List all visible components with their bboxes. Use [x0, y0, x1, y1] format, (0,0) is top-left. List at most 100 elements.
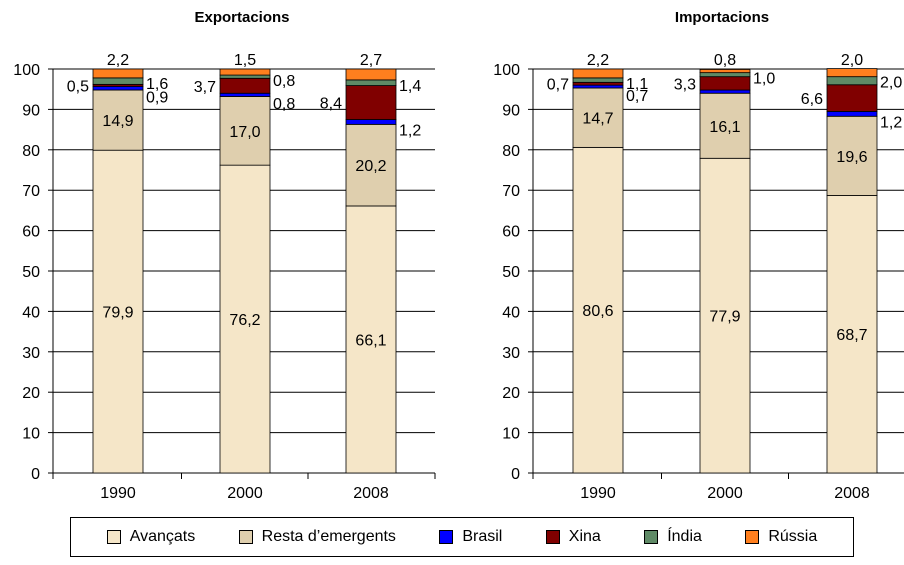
y-tick-label: 90 [22, 102, 40, 119]
bar-segment-xina-2008 [345, 85, 397, 120]
data-label-russia-2000: 1,5 [234, 52, 256, 69]
bar-segment-brasil-2008 [345, 119, 397, 125]
data-label-resta-d-emergents-1990: 14,9 [102, 113, 133, 130]
data-label-xina-2000: 3,7 [194, 79, 216, 96]
data-label-resta-d-emergents-2008: 20,2 [355, 158, 386, 175]
bar-segment-russia-1990 [572, 68, 624, 79]
chart-title: Exportacions [194, 9, 289, 26]
y-tick-label: 10 [502, 426, 520, 443]
x-tick-label: 1990 [100, 485, 136, 502]
bar-segment-india-1990 [572, 77, 624, 83]
y-tick-label: 90 [502, 102, 520, 119]
bar-segment-russia-2000 [699, 69, 751, 74]
bar-segment-russia-2000 [219, 68, 271, 76]
bar-segment-india-2000 [699, 72, 751, 78]
y-tick-label: 80 [502, 143, 520, 160]
data-label-brasil-1990: 0,9 [146, 89, 168, 106]
y-tick-label: 60 [22, 224, 40, 241]
x-tick-label: 2000 [707, 485, 743, 502]
data-label-india-1990: 1,1 [626, 76, 648, 93]
y-tick-label: 20 [22, 385, 40, 402]
legend-label-india: Índia [667, 528, 702, 545]
bar-segment-brasil-2008 [826, 111, 878, 117]
y-tick-label: 70 [502, 183, 520, 200]
data-label-avancats-2008: 66,1 [355, 332, 386, 349]
legend-item-india: Índia [644, 528, 702, 546]
chart-title: Importacions [675, 9, 769, 26]
bar-segment-xina-2000 [219, 77, 271, 94]
x-tick-label: 1990 [580, 485, 616, 502]
y-tick-label: 40 [502, 304, 520, 321]
legend-item-avancats: Avançats [106, 528, 195, 546]
bar-segment-india-2008 [826, 76, 878, 86]
data-label-brasil-2000: 0,8 [273, 96, 295, 113]
y-tick-label: 80 [22, 143, 40, 160]
data-label-india-2000: 0,8 [273, 73, 295, 90]
bar-segment-xina-1990 [572, 81, 624, 86]
data-label-russia-2000: 0,8 [714, 52, 736, 69]
y-tick-label: 10 [22, 426, 40, 443]
bar-segment-russia-2008 [826, 68, 878, 78]
y-tick-label: 50 [22, 264, 40, 281]
bar-segment-india-2000 [219, 74, 271, 79]
data-label-india-2008: 1,4 [399, 78, 421, 95]
bar-segment-avancats-2008 [826, 195, 878, 474]
data-label-brasil-1990: 0,7 [626, 88, 648, 105]
y-tick-label: 0 [511, 466, 520, 483]
chart-panel-exportacions: Exportacions 0 10 20 30 40 50 60 70 80 90 100 79,9 14… [13, 9, 436, 502]
y-tick-label: 30 [502, 345, 520, 362]
bar-segment-avancats-2000 [219, 164, 271, 474]
bar-segment-resta-d-emergents-2000 [699, 92, 751, 159]
bar-segment-resta-d-emergents-2000 [219, 96, 271, 166]
bar-segment-xina-2000 [699, 76, 751, 91]
y-tick-label: 0 [31, 466, 40, 483]
legend-swatch-xina [545, 530, 560, 544]
data-label-resta-d-emergents-2000: 16,1 [709, 119, 740, 136]
legend-item-xina: Xina [545, 528, 601, 546]
bar-segment-avancats-1990 [572, 146, 624, 474]
data-label-brasil-2008: 1,2 [880, 114, 902, 131]
legend-item-russia: Rússia [745, 528, 817, 546]
legend-swatch-avancats [106, 530, 121, 544]
legend-swatch-resta-emergents [238, 530, 253, 544]
data-label-xina-1990: 0,5 [67, 78, 89, 95]
data-label-avancats-2000: 76,2 [229, 312, 260, 329]
data-label-russia-2008: 2,7 [360, 52, 382, 69]
x-tick-label: 2000 [227, 485, 263, 502]
data-label-india-2008: 2,0 [880, 75, 902, 92]
bar-segment-india-2008 [345, 79, 397, 86]
bar-segment-russia-2008 [345, 68, 397, 81]
data-label-avancats-1990: 80,6 [582, 303, 613, 320]
bar-segment-russia-1990 [92, 68, 144, 79]
y-tick-label: 70 [22, 183, 40, 200]
data-label-russia-1990: 2,2 [587, 52, 609, 69]
legend-item-brasil: Brasil [439, 528, 502, 546]
x-tick-label: 2008 [353, 485, 389, 502]
data-label-resta-d-emergents-1990: 14,7 [582, 111, 613, 128]
chart-canvas: Exportacions010203040506070809010079,914… [13, 9, 904, 502]
y-tick-label: 100 [493, 62, 520, 79]
data-label-avancats-1990: 79,9 [102, 305, 133, 322]
data-label-xina-2008: 8,4 [320, 96, 342, 113]
chart-panel-importacions: Importacions 0 10 20 30 40 50 60 70 80 90 100 80,6 14… [493, 9, 904, 502]
legend-label-xina: Xina [568, 528, 601, 545]
chart-legend: Avançats Resta d’emergents Brasil Xina Í… [70, 517, 854, 557]
data-label-xina-2008: 6,6 [801, 91, 823, 108]
data-label-india-1990: 1,6 [146, 76, 168, 93]
data-label-resta-d-emergents-2000: 17,0 [229, 124, 260, 141]
data-label-brasil-2008: 1,2 [399, 123, 421, 140]
bar-segment-brasil-2000 [219, 92, 271, 97]
data-label-xina-1990: 0,7 [547, 77, 569, 94]
y-tick-label: 100 [13, 62, 40, 79]
bar-segment-resta-d-emergents-2008 [345, 123, 397, 207]
bar-segment-resta-d-emergents-1990 [572, 87, 624, 148]
data-label-india-2000: 1,0 [753, 71, 775, 88]
y-tick-label: 60 [502, 224, 520, 241]
y-tick-label: 30 [22, 345, 40, 362]
bar-segment-avancats-1990 [92, 149, 144, 474]
legend-label-russia: Rússia [768, 528, 818, 545]
bar-segment-brasil-2000 [699, 89, 751, 94]
y-tick-label: 20 [502, 385, 520, 402]
y-tick-label: 40 [22, 304, 40, 321]
legend-swatch-brasil [439, 530, 454, 544]
